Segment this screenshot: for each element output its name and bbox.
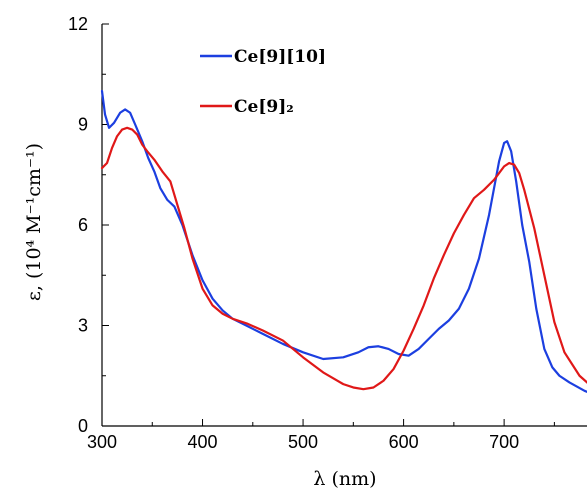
legend-label-ce9-10: Ce[9][10]	[234, 47, 326, 67]
axis-ticks: 300400500600700800036912	[68, 14, 555, 452]
y-tick-label: 12	[68, 14, 88, 34]
y-tick-label: 0	[78, 416, 88, 436]
x-tick-label: 700	[489, 432, 519, 452]
series-lines	[100, 89, 587, 394]
series-line-0	[100, 89, 587, 394]
legend: Ce[9][10] Ce[9]₂	[200, 47, 326, 117]
y-axis-title: ε, (10⁴ M⁻¹cm⁻¹)	[23, 143, 45, 301]
x-tick-label: 500	[288, 432, 318, 452]
x-tick-label: 400	[188, 432, 218, 452]
y-tick-label: 6	[78, 215, 88, 235]
y-tick-label: 9	[78, 115, 88, 135]
x-tick-label: 300	[87, 432, 117, 452]
legend-label-ce9-2: Ce[9]₂	[234, 97, 294, 117]
x-axis-title: λ (nm)	[313, 468, 376, 488]
plot-area	[101, 24, 587, 427]
series-line-1	[100, 126, 587, 391]
y-tick-label: 3	[78, 316, 88, 336]
x-tick-label: 600	[389, 432, 419, 452]
